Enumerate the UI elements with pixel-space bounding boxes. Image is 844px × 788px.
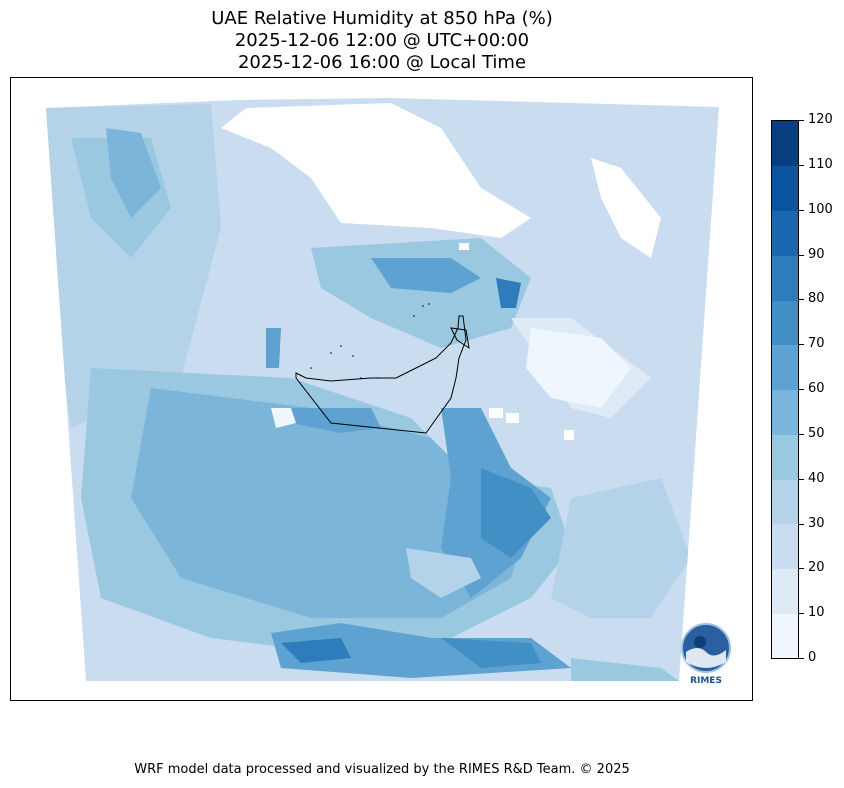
rimes-logo-emblem-icon [681,623,731,673]
colorbar-tick-mark [799,209,804,211]
colorbar-tick-mark [799,254,804,256]
map-subtitle-utc: 2025-12-06 12:00 @ UTC+00:00 [234,30,530,51]
colorbar-segment [772,165,798,211]
colorbar-segment [772,389,798,435]
colorbar-segment [772,300,798,346]
colorbar-tick-mark [799,164,804,166]
uae-boundary [295,315,470,434]
colorbar-tick-mark [799,568,804,570]
colorbar-tick-mark [799,523,804,525]
colorbar-tick-label: 110 [808,156,833,172]
rimes-logo: RIMES [680,622,732,686]
colorbar-tick-mark [799,389,804,390]
colorbar-tick-label: 0 [808,650,817,665]
humidity-field [46,98,719,681]
colorbar-segment [772,344,798,390]
islands [310,303,430,379]
colorbar-tick-label: 80 [808,291,825,307]
colorbar-segment [772,210,798,256]
colorbar-tick-label: 90 [808,246,825,262]
colorbar-segment [772,255,798,301]
map-frame [10,77,753,701]
colorbar-tick-label: 100 [808,201,833,217]
colorbar-tick-mark [799,613,804,615]
colorbar-segment [772,568,798,614]
colorbar-tick-label: 50 [808,425,825,441]
colorbar-tick-mark [799,120,804,121]
logo-text: RIMES [690,676,722,686]
colorbar-tick-mark [799,433,804,435]
map-subtitle-local: 2025-12-06 16:00 @ Local Time [237,52,527,73]
colorbar-tick-mark [799,299,804,301]
colorbar-tick-label: 30 [808,515,825,531]
colorbar-tick-label: 70 [808,336,825,352]
colorbar-segment [772,121,798,167]
colorbar-tick-label: 120 [808,112,833,127]
colorbar-tick-label: 60 [808,381,825,396]
colorbar-segment [772,479,798,525]
colorbar [771,120,799,659]
colorbar-tick-mark [799,658,804,659]
colorbar-tick-label: 20 [808,560,825,576]
footer-credit: WRF model data processed and visualized … [134,762,630,777]
map-title: UAE Relative Humidity at 850 hPa (%) [211,8,553,29]
colorbar-tick-mark [799,478,804,480]
colorbar-tick-label: 40 [808,470,825,486]
colorbar-segment [772,523,798,569]
colorbar-segment [772,613,798,658]
colorbar-tick-label: 10 [808,605,825,621]
colorbar-segment [772,434,798,480]
humidity-map [46,98,719,681]
colorbar-tick-mark [799,344,804,346]
